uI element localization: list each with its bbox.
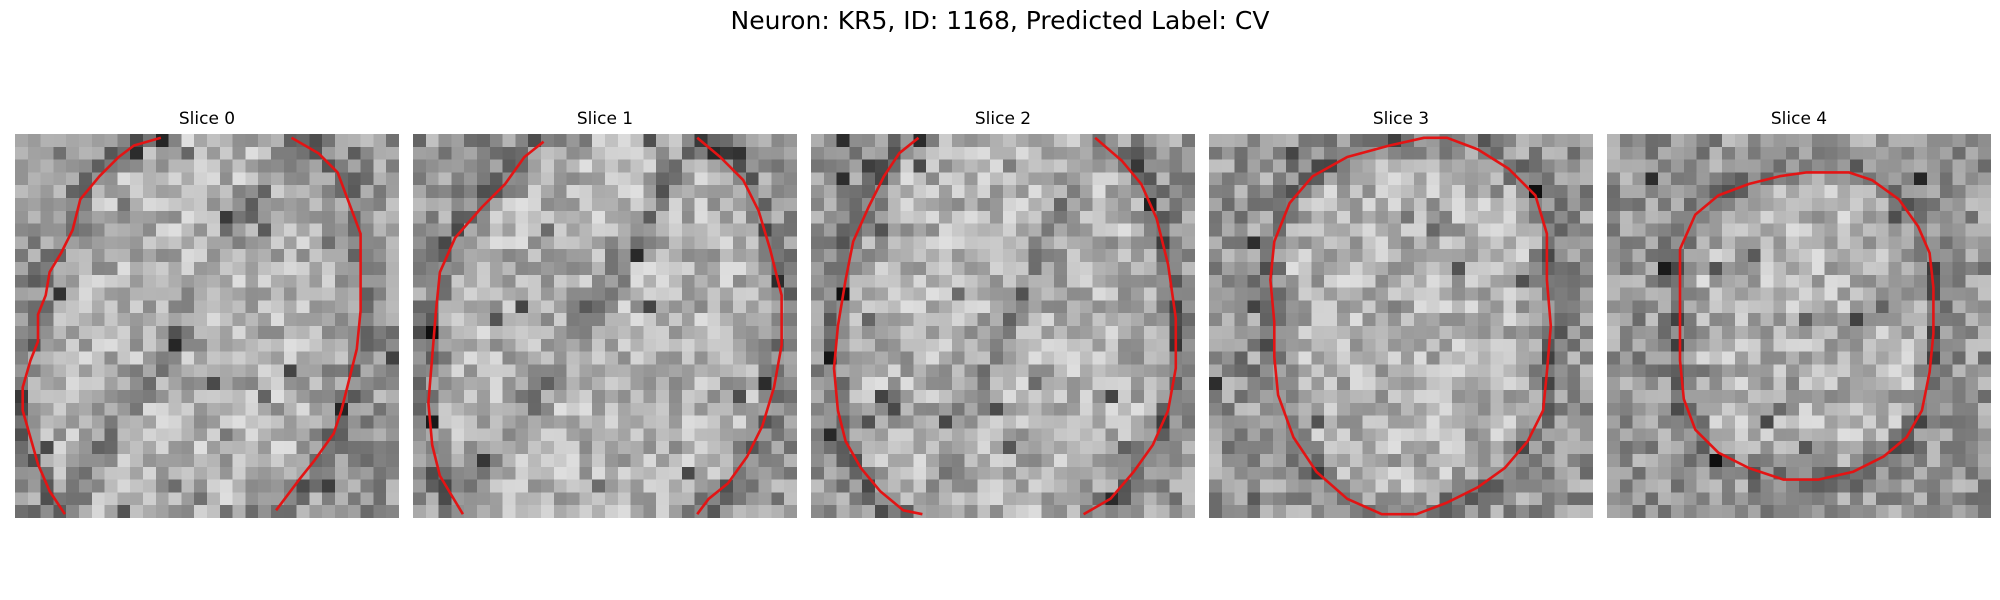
slice-title: Slice 0 [178,109,236,129]
neuron-contour [1269,136,1553,516]
slice-panel-0: Slice 0 [15,108,399,518]
slice-title: Slice 3 [1372,109,1430,129]
contour-overlay [427,136,783,515]
contour-overlay [21,136,362,515]
figure-title: Neuron: KR5, ID: 1168, Predicted Label: … [730,6,1270,35]
slice-title: Slice 1 [576,109,634,129]
neuron-contour-right [275,136,362,512]
contour-overlay [1269,136,1553,516]
slice-title: Slice 2 [974,109,1032,129]
slice-image [811,134,1195,518]
slice-image [1607,134,1991,518]
slice-panel-2: Slice 2 [811,108,1195,518]
slice-panel-1: Slice 1 [413,108,797,518]
slice-title: Slice 4 [1770,109,1828,129]
neuron-contour-right [696,136,783,515]
neuron-contour-left [427,140,545,515]
slice-panel-4: Slice 4 [1607,108,1991,518]
slice-panel-3: Slice 3 [1209,108,1593,518]
contour-overlay [1678,171,1935,481]
neuron-contour-left [832,136,923,516]
neuron-contour-left [21,136,162,515]
slice-image [15,134,399,518]
neuron-contour [1678,171,1935,481]
contour-overlay [832,136,1178,516]
neuron-contour-right [1082,136,1178,516]
slice-image [413,134,797,518]
